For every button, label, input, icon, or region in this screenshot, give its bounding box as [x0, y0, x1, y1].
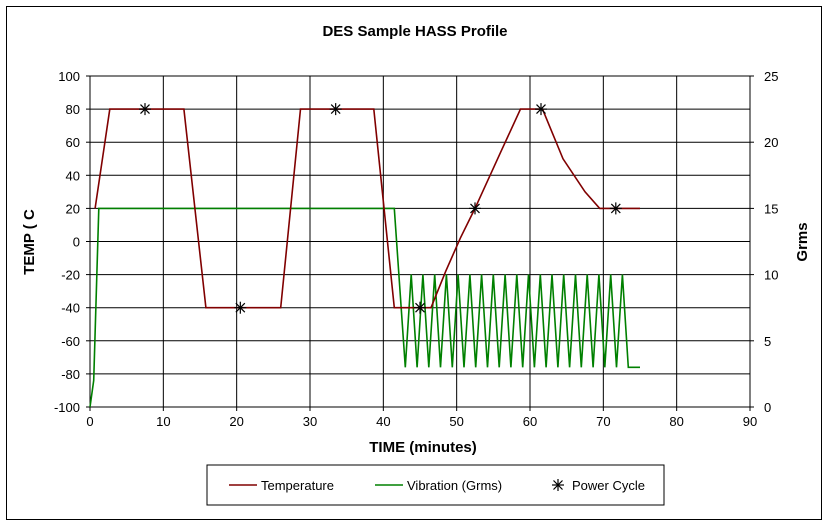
legend-box [206, 464, 665, 506]
y2-axis-label: Grms [794, 222, 811, 261]
x-tick-label: 0 [86, 414, 93, 429]
power-cycle-point [535, 103, 547, 116]
legend-power-cycle: Power Cycle [552, 478, 645, 493]
x-tick-label: 30 [303, 414, 317, 429]
grid-lines [90, 76, 750, 407]
power-cycle-point [414, 301, 426, 314]
power-cycle-point [329, 103, 342, 116]
x-tick-label: 50 [449, 414, 463, 429]
legend-label: Vibration (Grms) [407, 478, 502, 493]
y2-tick-label: 10 [764, 268, 778, 283]
y-tick-label: 60 [66, 135, 80, 150]
y2-tick-label: 5 [764, 334, 771, 349]
series-group [89, 103, 640, 408]
power-cycle-point [139, 103, 151, 116]
power-cycle-point [609, 202, 622, 215]
temperature-line [94, 108, 640, 309]
x-tick-label: 10 [156, 414, 170, 429]
y-tick-label: -80 [61, 367, 80, 382]
y2-tick-label: 20 [764, 135, 778, 150]
y2-tick-label: 0 [764, 400, 771, 415]
chart-title: DES Sample HASS Profile [322, 23, 507, 40]
x-tick-label: 80 [669, 414, 683, 429]
power-cycle-point [469, 202, 481, 215]
y2-tick-label: 15 [764, 201, 778, 216]
x-tick-label: 20 [229, 414, 243, 429]
y-axis-label: TEMP ( C [21, 209, 38, 275]
chart: DES Sample HASS Profile 0 10 20 30 40 50 60 70 8… [21, 23, 811, 506]
legend-vibration: Vibration (Grms) [375, 478, 502, 493]
power-cycle-point [234, 301, 247, 314]
y-tick-label: 20 [66, 201, 80, 216]
x-axis-ticks: 0 10 20 30 40 50 60 70 80 90 [86, 407, 757, 429]
x-tick-label: 40 [376, 414, 390, 429]
vibration-line [89, 207, 640, 408]
y2-axis-ticks: 25 20 15 10 5 0 [750, 69, 778, 415]
y-tick-label: -100 [54, 400, 80, 415]
legend: Temperature Vibration (Grms) Power Cycle [229, 478, 645, 493]
legend-label: Temperature [261, 478, 334, 493]
y-tick-label: -20 [61, 268, 80, 283]
x-axis-label: TIME (minutes) [369, 439, 477, 456]
chart-frame: DES Sample HASS Profile 0 10 20 30 40 50 60 70 8… [6, 6, 822, 520]
legend-swatch [552, 479, 564, 491]
y-tick-label: 80 [66, 102, 80, 117]
y-tick-label: -40 [61, 301, 80, 316]
legend-label: Power Cycle [572, 478, 645, 493]
legend-temperature: Temperature [229, 478, 334, 493]
y-tick-label: 0 [73, 235, 80, 250]
x-tick-label: 70 [596, 414, 610, 429]
y-tick-label: 100 [58, 69, 80, 84]
y-tick-label: 40 [66, 168, 80, 183]
x-tick-label: 90 [743, 414, 757, 429]
y-tick-label: -60 [61, 334, 80, 349]
y-axis-ticks: 100 80 60 40 20 0 -20 -40 -60 -80 -100 [54, 69, 90, 415]
x-tick-label: 60 [523, 414, 537, 429]
y2-tick-label: 25 [764, 69, 778, 84]
